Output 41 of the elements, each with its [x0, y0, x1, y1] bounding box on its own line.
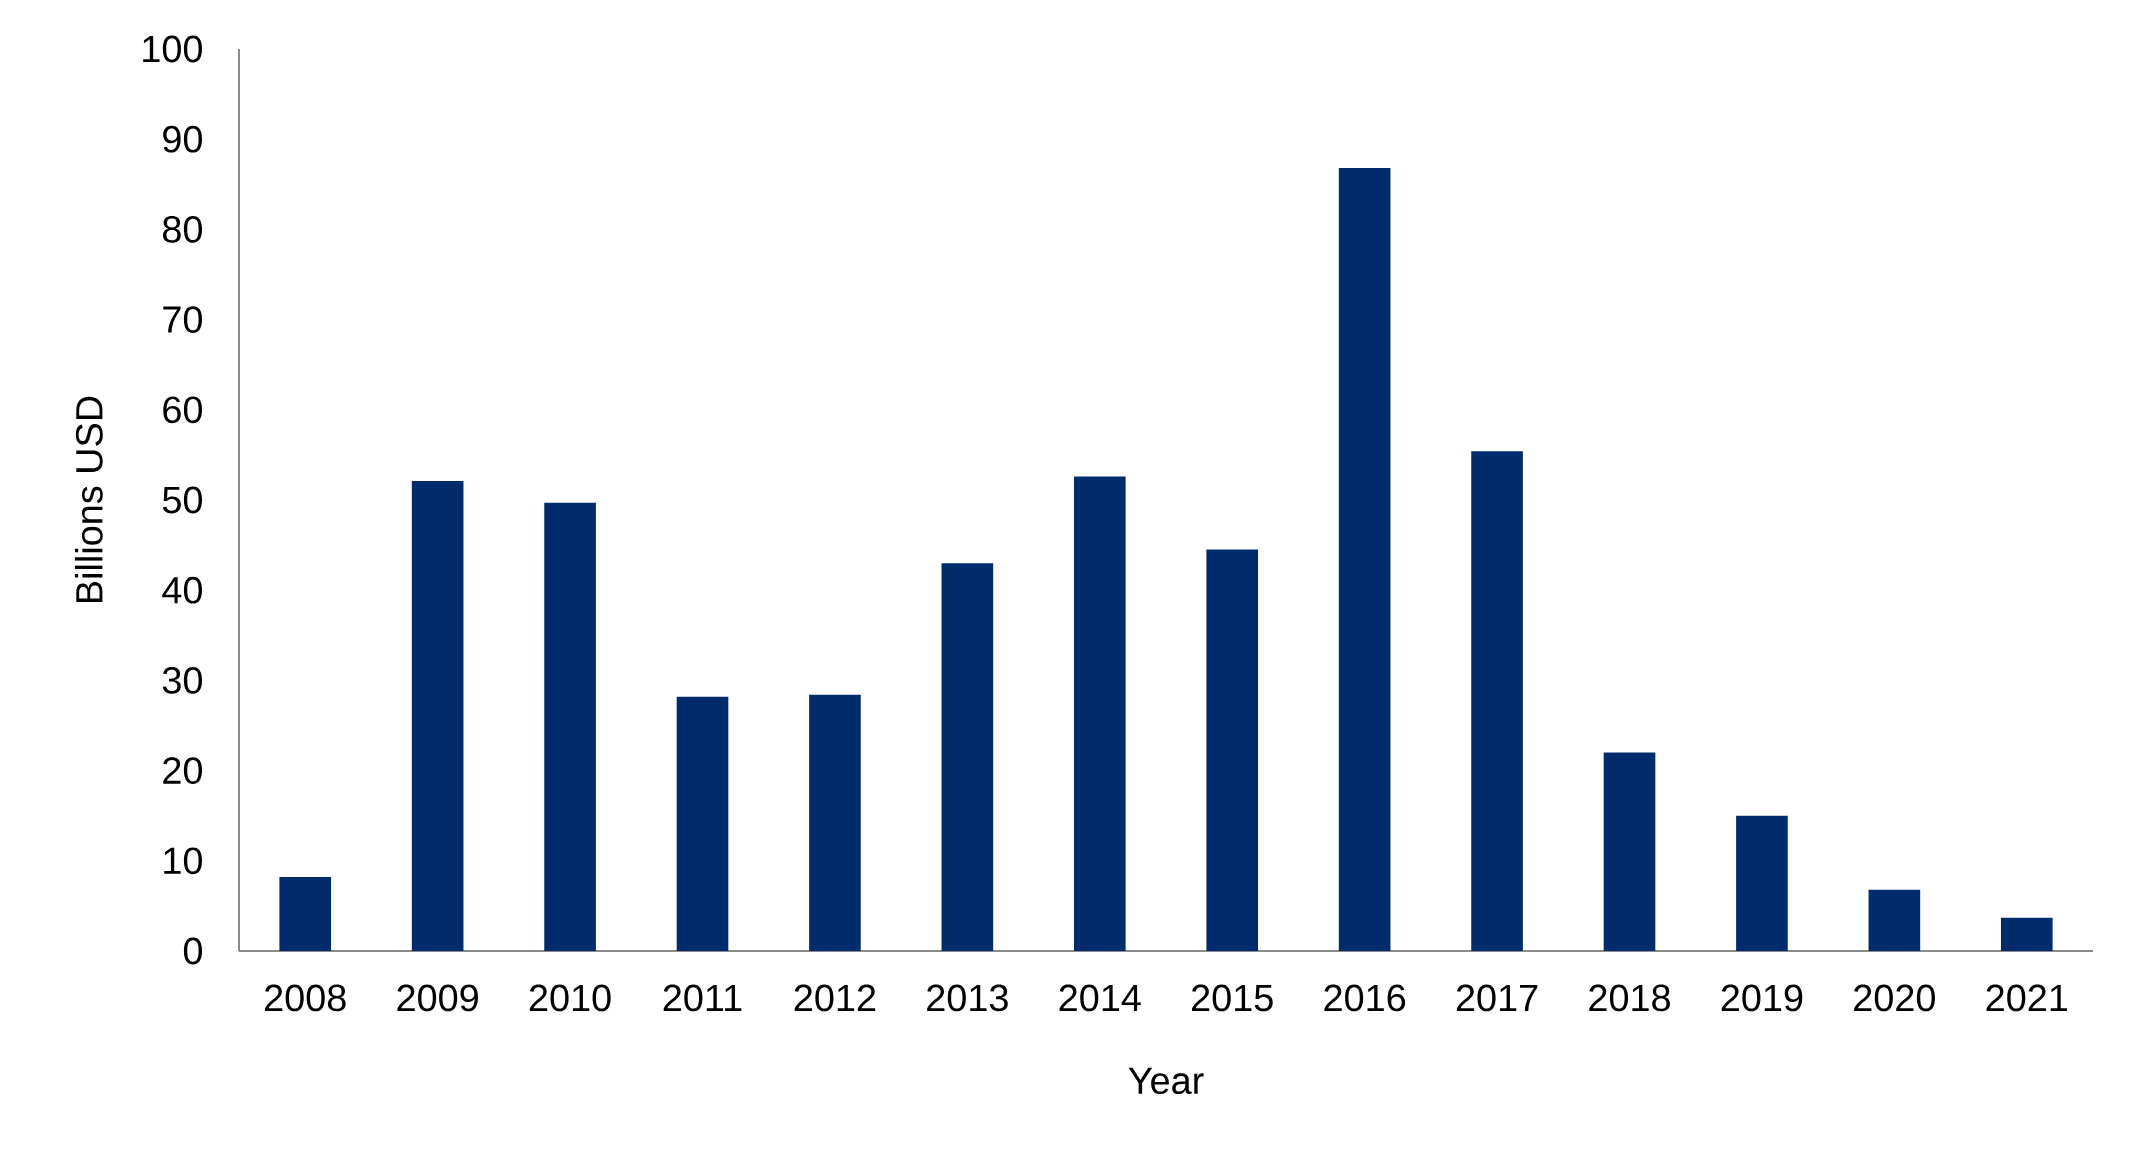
- x-tick-label: 2016: [1324, 984, 1406, 1012]
- bar: [2000, 917, 2053, 951]
- y-tick-label: 60: [163, 396, 202, 424]
- bar: [1338, 168, 1391, 951]
- bar: [1868, 889, 1921, 951]
- x-tick-label: 2010: [529, 984, 611, 1012]
- y-tick-label: 80: [163, 215, 202, 243]
- x-tick-label: 2018: [1589, 984, 1670, 1012]
- x-tick-label: 2015: [1192, 984, 1273, 1012]
- bar: [544, 502, 596, 951]
- bar: [1471, 451, 1523, 951]
- y-tick-label: 20: [163, 757, 202, 784]
- x-tick-label: 2011: [663, 984, 742, 1012]
- bar: [1206, 549, 1259, 951]
- y-tick-label: 40: [162, 576, 202, 604]
- bar: [279, 877, 332, 951]
- x-tick-label: 2020: [1854, 984, 1935, 1012]
- bar: [1603, 752, 1656, 951]
- x-tick-label: 2013: [927, 984, 1008, 1012]
- y-tick-label: 100: [143, 35, 202, 63]
- x-tick-label: 2021: [1986, 984, 2068, 1012]
- x-tick-label: 2009: [397, 984, 478, 1012]
- y-tick-label: 50: [162, 486, 202, 514]
- bar: [676, 696, 729, 951]
- bar: [1736, 815, 1788, 951]
- x-tick-label: 2008: [265, 984, 346, 1012]
- y-tick-label: 30: [162, 666, 202, 694]
- y-tick-label: 0: [183, 937, 202, 965]
- bar: [809, 694, 861, 951]
- x-tick-label: 2019: [1721, 984, 1803, 1012]
- x-axis-title: Year: [1128, 1067, 1204, 1095]
- y-tick-label: 70: [163, 306, 202, 333]
- bar: [941, 563, 994, 951]
- y-tick-label: 90: [163, 125, 202, 153]
- y-tick-label: 10: [164, 847, 202, 875]
- bar: [1073, 476, 1126, 951]
- x-tick-label: 2012: [794, 984, 876, 1012]
- y-axis-title: Billions USD: [74, 396, 103, 603]
- x-tick-label: 2017: [1456, 984, 1538, 1012]
- bar: [411, 481, 464, 951]
- x-tick-label: 2014: [1059, 984, 1141, 1012]
